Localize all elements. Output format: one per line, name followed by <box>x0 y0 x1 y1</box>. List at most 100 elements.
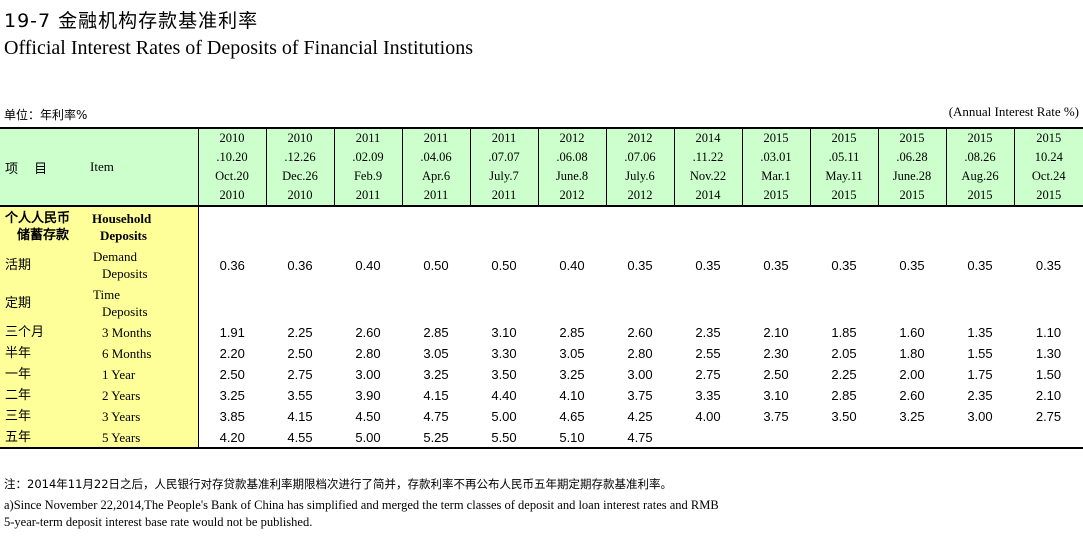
rate-cell: 2.35 <box>695 325 721 340</box>
rate-cell: 2.75 <box>1035 409 1062 424</box>
header-date-6: 2012 .07.06 July.6 2012 <box>605 127 674 207</box>
header-date-line: 2011 <box>491 131 517 145</box>
rate-cell <box>606 284 674 322</box>
rate-cell: 2.20 <box>197 343 266 364</box>
rate-cell: 1.30 <box>1035 346 1062 361</box>
rate-cell: 5.00 <box>334 427 402 449</box>
header-date-line: .10.20 <box>216 150 248 164</box>
rate-cell: 3.75 <box>763 409 789 424</box>
row-label-en: 6 Months <box>90 343 198 364</box>
header-date-line: Mar.1 <box>761 169 791 183</box>
rate-cell: 2.35 <box>967 388 993 403</box>
rate-cell: 2.50 <box>287 346 313 361</box>
rate-cell: 2.60 <box>627 325 653 340</box>
header-date-line: .05.11 <box>828 150 860 164</box>
rate-cell <box>538 206 606 246</box>
header-date-line: July.6 <box>625 169 655 183</box>
rate-cell <box>742 427 810 449</box>
footnote-en-line1: a)Since November 22,2014,The People's Ba… <box>4 498 719 512</box>
header-item-cn: 项 目 <box>0 127 90 207</box>
header-date-10: 2015 .06.28 June.28 2015 <box>877 127 946 207</box>
row-household: 个人人民币 储蓄存款 Household Deposits <box>0 206 1083 246</box>
rate-cell: 2.55 <box>695 346 721 361</box>
row-label-en: Household Deposits <box>90 206 198 246</box>
rate-cell <box>1014 284 1083 322</box>
header-date-line: 2010 <box>287 131 313 145</box>
row-label-cn-line: 三年 <box>5 409 32 424</box>
rate-cell: 4.00 <box>695 409 721 424</box>
header-date-line: 2015 <box>899 188 925 202</box>
rate-cell: 0.36 <box>197 246 266 284</box>
rate-cell: 1.55 <box>967 346 993 361</box>
rate-cell <box>946 206 1014 246</box>
rate-cell <box>266 284 334 322</box>
rate-cell: 3.75 <box>627 388 653 403</box>
row-label-cn-line: 五年 <box>5 429 32 445</box>
header-date-5: 2012 .06.08 June.8 2012 <box>537 127 606 207</box>
row-label-en-line: Deposits <box>102 266 148 281</box>
row-label-en: 2 Years <box>90 385 198 406</box>
rate-cell <box>674 206 742 246</box>
rate-cell: 2.10 <box>1035 388 1062 403</box>
row-term-2: 一年 1 Year 2.50 2.75 3.00 3.25 3.50 3.25 3.00 2.75… <box>0 364 1083 385</box>
rate-cell: 2.25 <box>287 325 313 340</box>
row-term-3: 二年 2 Years 3.25 3.55 3.90 4.15 4.40 4.10 3.75 3.3… <box>0 385 1083 406</box>
row-label-en: 5 Years <box>90 427 198 449</box>
page-title-cn: 19-7 金融机构存款基准利率 <box>4 10 259 32</box>
rate-cell: 0.36 <box>287 257 313 273</box>
row-label-en-line: Deposits <box>100 227 147 243</box>
rate-cell: 5.10 <box>538 427 606 449</box>
header-date-line: 10.24 <box>1034 150 1063 164</box>
rate-cell: 3.30 <box>491 346 517 361</box>
header-date-line: 2015 <box>967 131 993 145</box>
header-date-line: 2011 <box>423 188 449 202</box>
row-label-en-line: 2 Years <box>102 388 141 403</box>
rate-cell: 3.05 <box>423 346 449 361</box>
rate-cell: 1.75 <box>967 367 993 382</box>
rate-cell: 0.35 <box>627 257 653 273</box>
header-date-line: Aug.26 <box>961 169 999 183</box>
header-date-line: .06.28 <box>896 150 928 164</box>
row-label-cn: 半年 <box>0 343 90 364</box>
header-date-line: 2011 <box>355 188 381 202</box>
rate-cell: 0.50 <box>491 257 517 273</box>
rate-cell: 3.85 <box>197 406 266 427</box>
rate-cell <box>742 284 810 322</box>
rate-cell: 4.55 <box>266 427 334 449</box>
rate-cell: 4.40 <box>491 388 517 403</box>
row-label-cn-line: 一年 <box>5 367 32 382</box>
header-date-7: 2014 .11.22 Nov.22 2014 <box>673 127 742 207</box>
rate-cell: 3.90 <box>355 388 381 403</box>
rate-cell: 4.10 <box>559 388 585 403</box>
header-date-line: 2014 <box>695 188 721 202</box>
rate-cell: 4.25 <box>627 409 653 424</box>
header-date-line: 2015 <box>899 131 925 145</box>
rate-cell: 2.75 <box>695 367 721 382</box>
row-label-en-line: 3 Years <box>102 409 141 424</box>
rate-cell <box>810 427 878 449</box>
row-label-cn-line: 定期 <box>5 295 32 311</box>
row-label-cn-line: 活期 <box>5 257 32 273</box>
rate-cell <box>197 284 266 322</box>
unit-label-en: (Annual Interest Rate %) <box>948 104 1079 119</box>
header-date-line: June.28 <box>892 169 932 183</box>
header-date-line: .12.26 <box>284 150 316 164</box>
header-date-line: Nov.22 <box>689 169 727 183</box>
rate-cell: 0.40 <box>559 257 585 273</box>
header-date-line: .02.09 <box>352 150 384 164</box>
header-date-2: 2011 .02.09 Feb.9 2011 <box>333 127 402 207</box>
rate-cell: 2.30 <box>763 346 789 361</box>
rate-cell <box>878 206 946 246</box>
rate-cell: 3.25 <box>559 367 585 382</box>
header-date-line: Oct.24 <box>1031 169 1066 183</box>
header-date-line: .04.06 <box>420 150 452 164</box>
row-label-en: Demand Deposits <box>90 246 198 284</box>
row-term-4: 三年 3 Years 3.85 4.15 4.50 4.75 5.00 4.65 4.25 4.0… <box>0 406 1083 427</box>
row-label-cn-line: 储蓄存款 <box>17 227 70 243</box>
header-date-4: 2011 .07.07 July.7 2011 <box>469 127 538 207</box>
row-label-en-line: Household <box>92 210 152 226</box>
row-label-en-line: 3 Months <box>102 325 152 340</box>
row-label-cn: 一年 <box>0 364 90 385</box>
header-date-line: 2015 <box>967 188 993 202</box>
rate-cell: 0.35 <box>831 257 857 273</box>
